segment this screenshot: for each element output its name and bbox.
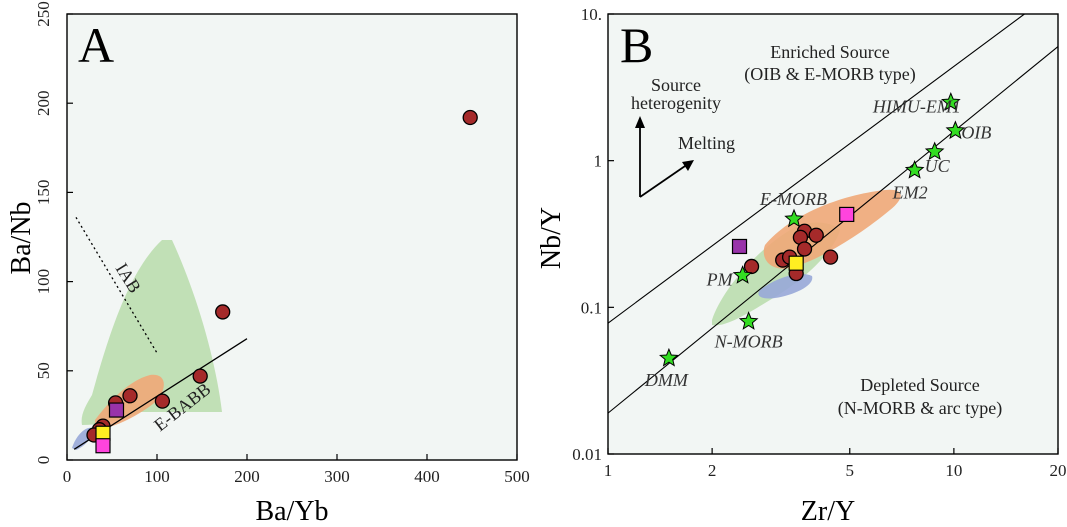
reference-star-icon	[784, 208, 804, 228]
panel-b-ticks: 1 2 5 10 20 0.01 0.1 1 10.	[572, 5, 1066, 480]
x-tick-label: 10	[945, 461, 962, 480]
sample-circle-marker	[192, 368, 208, 384]
x-tick-label: 5	[846, 461, 855, 480]
x-tick-label: 100	[144, 467, 170, 486]
panel-b-depleted-label-line1: Depleted Source	[860, 375, 979, 395]
reference-star-label: PM	[706, 269, 734, 289]
x-tick-label: 1	[604, 461, 613, 480]
sample-circle-marker	[743, 258, 760, 275]
sample-circle-marker	[808, 227, 824, 243]
reference-star-label: E-MORB	[759, 189, 827, 209]
y-tick-label: 100	[34, 269, 53, 295]
reference-star-icon	[738, 311, 759, 330]
square-marker	[788, 255, 804, 271]
panel-a-x-axis-title: Ba/Yb	[255, 496, 328, 527]
melting-arrowhead-icon	[682, 160, 694, 171]
panel-b-depleted-label-line2: (N-MORB & arc type)	[838, 398, 1002, 419]
panel-b: Enriched Source (OIB & E-MORB type) Depl…	[536, 5, 1067, 527]
heterogeneity-arrowhead-icon	[635, 116, 645, 128]
panel-b-heterogeneity-label-line2: heterogenity	[631, 93, 721, 113]
x-tick-label: 2	[708, 461, 717, 480]
y-tick-label: 0	[34, 456, 53, 465]
panel-a-ticks: 0 100 200 300 400 500 0 50 100 150 200 250	[34, 1, 530, 486]
y-tick-label: 1	[594, 152, 603, 171]
reference-star-icon	[941, 91, 961, 111]
x-tick-label: 0	[63, 467, 72, 486]
reference-star-icon	[904, 159, 925, 179]
panel-a-points	[86, 109, 478, 454]
panel-b-depleted-boundary-line	[607, 46, 1059, 414]
y-tick-label: 0.1	[581, 298, 602, 317]
melting-arrow	[639, 163, 689, 198]
panel-b-points	[731, 206, 855, 282]
sample-circle-marker	[796, 241, 813, 257]
reference-star-icon	[945, 120, 966, 140]
reference-star-icon	[659, 347, 679, 367]
reference-star-icon	[924, 141, 945, 161]
panel-a: IAB E-BABB 0 100 200 300 400 5000501001502002…	[6, 1, 530, 527]
reference-star-label: EM2	[892, 182, 928, 202]
panel-a-iab-divider-line	[75, 217, 158, 354]
y-tick-label: 50	[34, 362, 53, 379]
sample-circle-marker	[215, 304, 231, 320]
y-tick-label: 250	[34, 1, 53, 27]
square-marker	[839, 206, 855, 223]
reference-star-label: DMM	[644, 370, 689, 390]
y-tick-label: 10.	[581, 5, 602, 24]
panel-b-letter: B	[620, 17, 653, 73]
panel-b-enriched-boundary-line	[607, 13, 1025, 324]
x-tick-label: 400	[414, 467, 440, 486]
reference-star-label: N-MORB	[714, 332, 783, 352]
square-marker	[731, 238, 748, 255]
x-tick-label: 200	[234, 467, 260, 486]
reference-star-icon	[732, 265, 753, 284]
y-tick-label: 200	[34, 90, 53, 116]
sample-circle-marker	[462, 109, 478, 126]
y-tick-label: 150	[34, 180, 53, 206]
x-tick-label: 300	[324, 467, 350, 486]
x-tick-label: 20	[1050, 461, 1067, 480]
y-tick-label: 0.01	[572, 445, 602, 464]
square-marker	[108, 402, 125, 418]
sample-circle-marker	[822, 249, 839, 265]
reference-star-label: UC	[925, 156, 951, 176]
x-tick-label: 500	[504, 467, 530, 486]
sample-circle-marker	[154, 393, 171, 409]
reference-star-label: OIB	[961, 123, 991, 143]
panel-b-enriched-label-line2: (OIB & E-MORB type)	[744, 64, 915, 85]
panel-b-y-axis-title: Nb/Y	[536, 207, 567, 269]
panel-a-y-axis-title: Ba/Nb	[6, 201, 37, 274]
sample-circle-marker	[122, 388, 138, 404]
square-marker	[95, 438, 111, 454]
reference-star-label: HIMU-EM1	[872, 96, 961, 116]
panel-b-heterogeneity-label-line1: Source	[651, 75, 701, 95]
panel-b-enriched-label-line1: Enriched Source	[770, 42, 889, 62]
panel-a-green-field	[81, 240, 222, 425]
panel-b-melting-label: Melting	[678, 133, 735, 153]
panel-b-x-axis-title: Zr/Y	[801, 496, 855, 527]
panel-a-letter: A	[78, 17, 114, 73]
panel-b-arrows	[635, 116, 694, 198]
